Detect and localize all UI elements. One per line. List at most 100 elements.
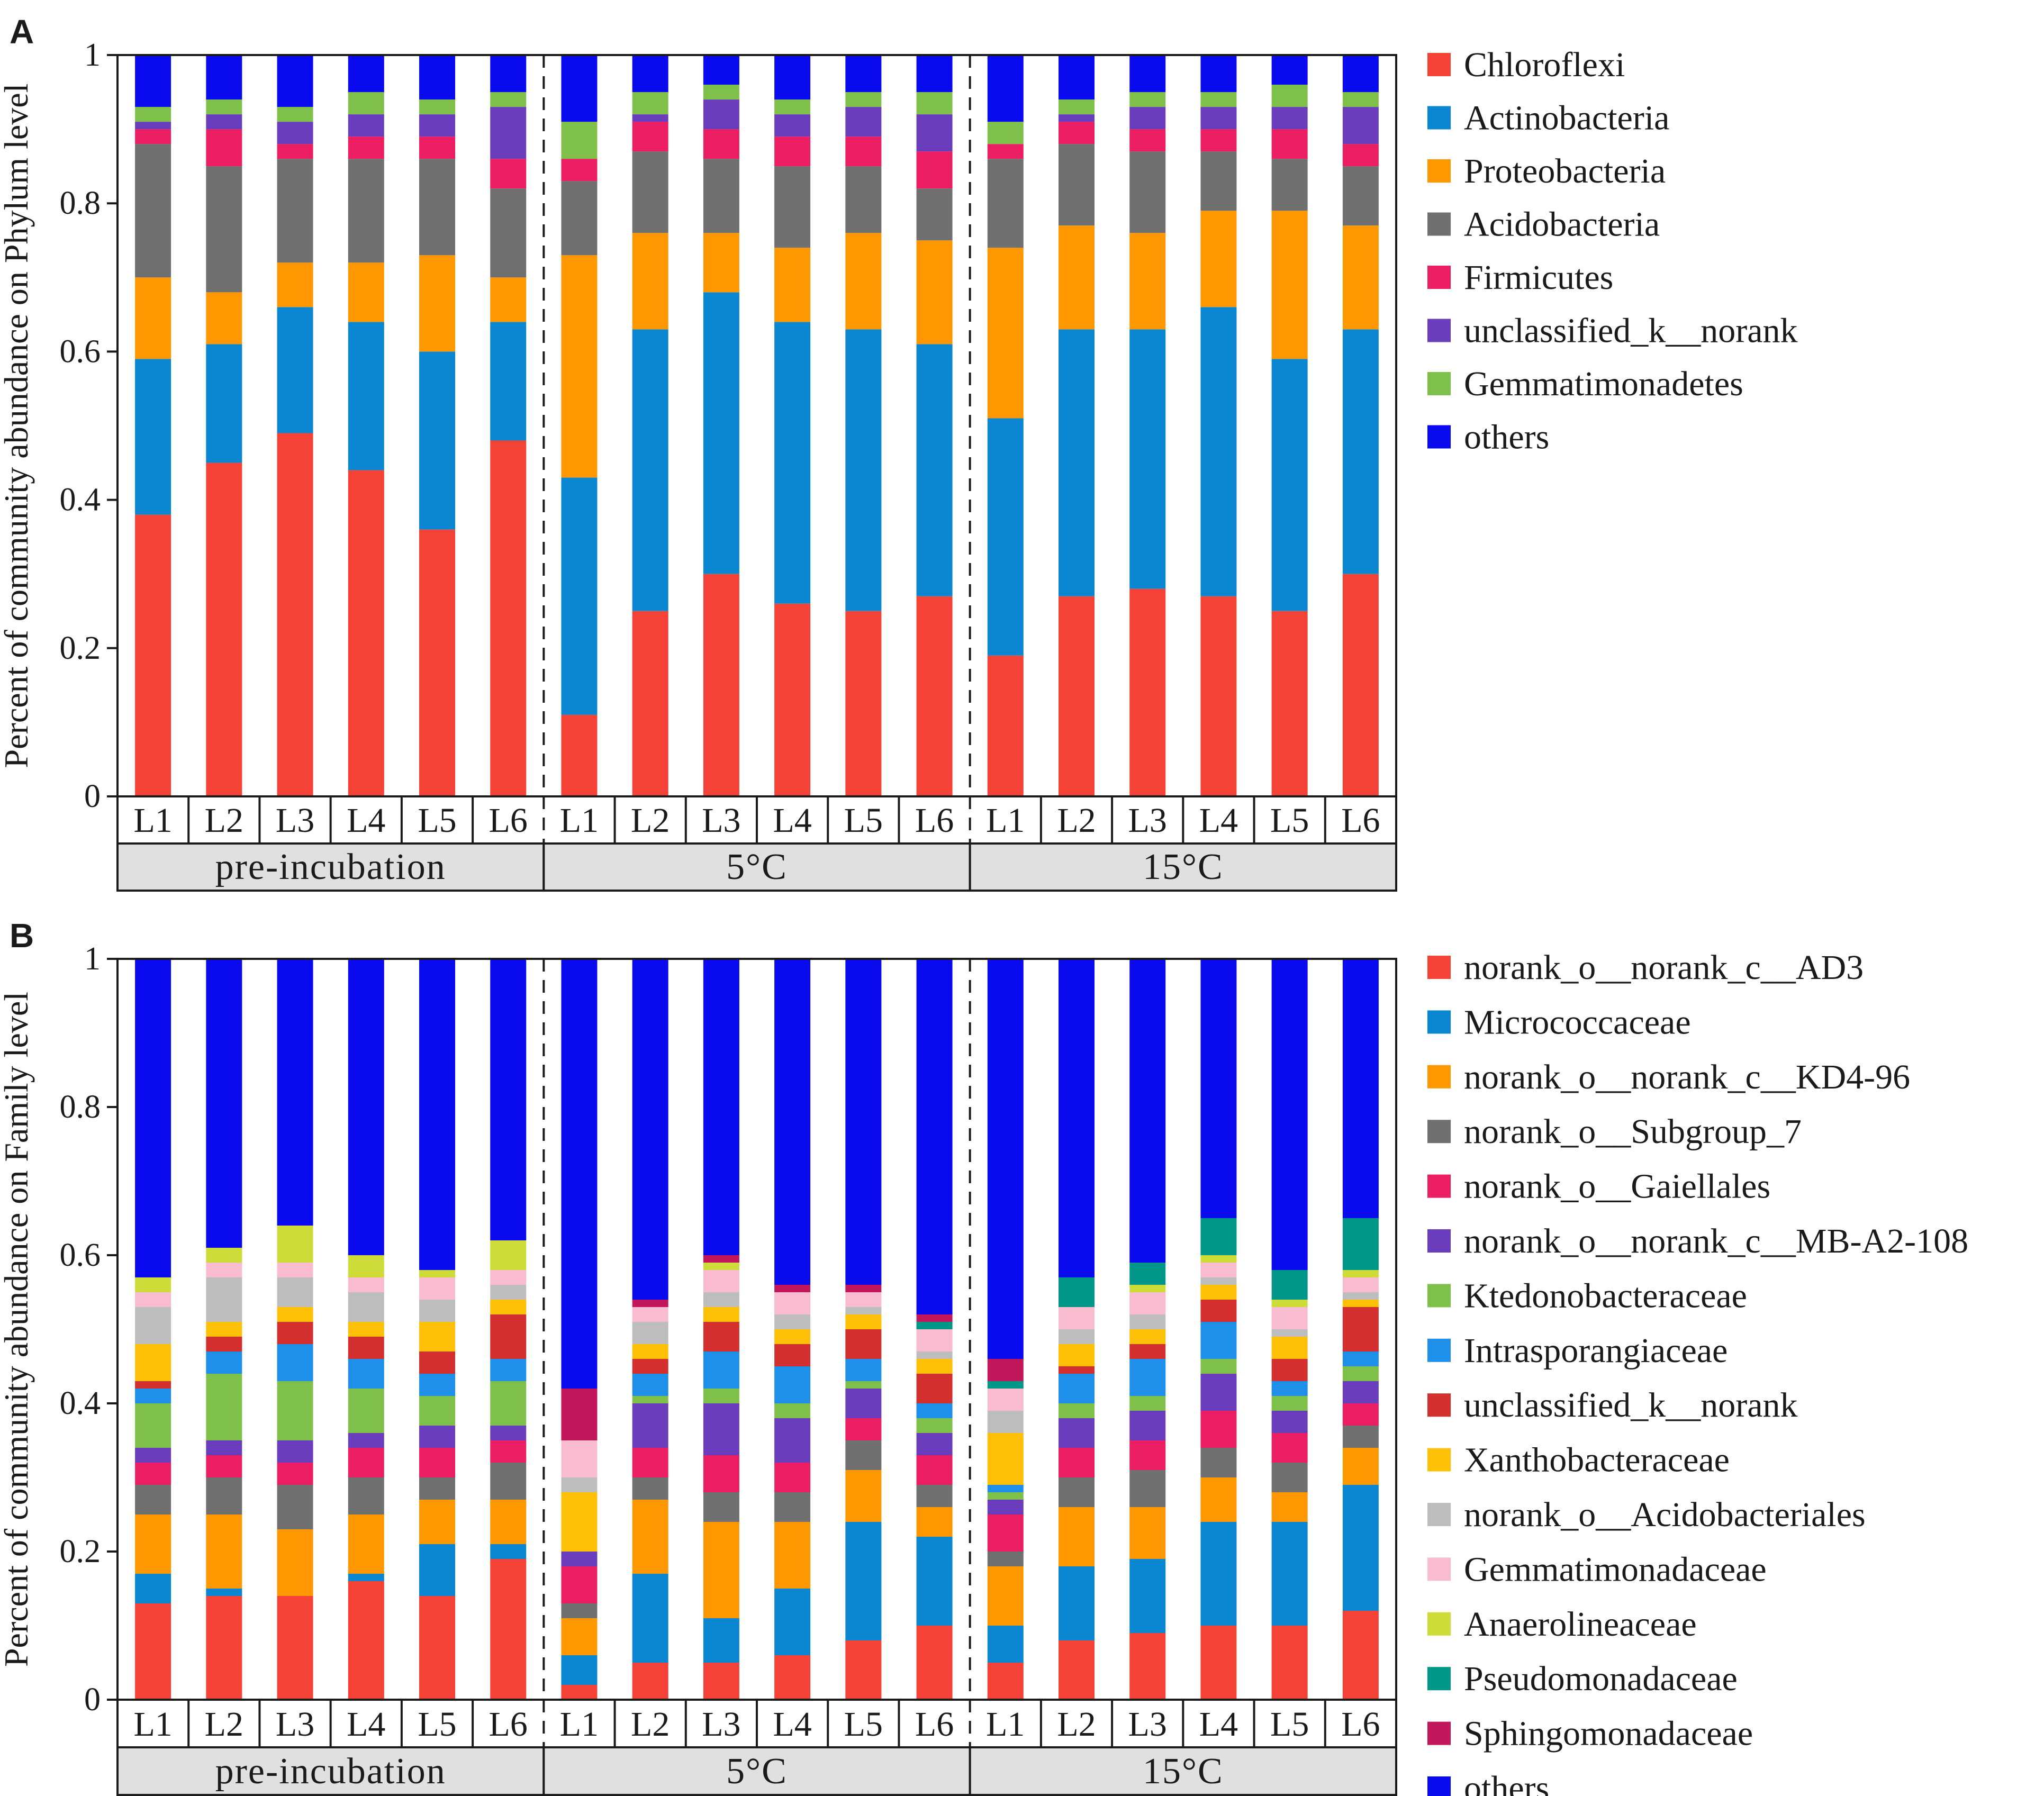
bar-segment bbox=[774, 1418, 811, 1463]
bar-segment bbox=[1059, 959, 1095, 1277]
legend-swatch bbox=[1427, 1065, 1451, 1089]
bar-segment bbox=[1200, 1522, 1237, 1626]
category-label: L3 bbox=[702, 801, 740, 840]
bar-segment bbox=[1271, 1381, 1308, 1396]
bar-segment bbox=[348, 470, 384, 796]
bar-segment bbox=[348, 262, 384, 322]
bar-segment bbox=[206, 1277, 242, 1322]
category-label: L6 bbox=[1341, 801, 1380, 840]
bar-segment bbox=[987, 959, 1024, 1359]
bar-segment bbox=[916, 151, 953, 189]
bar-segment bbox=[135, 1307, 171, 1344]
category-label: L2 bbox=[631, 1705, 670, 1744]
bar-segment bbox=[916, 1322, 953, 1329]
bar-segment bbox=[277, 1529, 313, 1596]
bar-segment bbox=[135, 107, 171, 122]
bar-segment bbox=[1271, 1411, 1308, 1433]
bar-segment bbox=[703, 1351, 739, 1389]
x-axis-groups: pre-incubation 5°C 15°C bbox=[116, 842, 1397, 892]
y-tick-label: 1 bbox=[84, 37, 101, 73]
category-label: L4 bbox=[347, 801, 385, 840]
bar-segment bbox=[206, 1351, 242, 1374]
bar-segment bbox=[1059, 1277, 1095, 1307]
bar-segment bbox=[135, 1344, 171, 1381]
bar-segment bbox=[987, 1663, 1024, 1700]
bar-segment bbox=[561, 714, 598, 796]
x-axis-categories: L1 L2 L3 L4 L5 L6 L1 L2 L3 L4 L5 L6 L1 L2 L3 L4 L5 L6 bbox=[116, 796, 1397, 845]
bar-segment bbox=[1059, 1374, 1095, 1403]
legend-swatch bbox=[1427, 1612, 1451, 1636]
legend-swatch bbox=[1427, 1229, 1451, 1253]
bar-segment bbox=[703, 292, 739, 574]
bar-segment bbox=[206, 166, 242, 293]
bar-segment bbox=[277, 1307, 313, 1322]
bar-segment bbox=[206, 99, 242, 115]
bar-segment bbox=[1129, 1263, 1166, 1285]
bar-segment bbox=[277, 1485, 313, 1529]
bar-segment bbox=[1059, 1366, 1095, 1374]
legend-label: Sphingomonadaceae bbox=[1464, 1715, 1753, 1753]
bar-segment bbox=[1200, 1218, 1237, 1255]
bar-segment bbox=[1271, 107, 1308, 130]
bar-segment bbox=[1129, 151, 1166, 233]
bar-segment bbox=[1342, 1403, 1379, 1426]
bar-segment bbox=[561, 159, 598, 182]
bar-segment bbox=[1059, 1507, 1095, 1566]
bar-segment bbox=[987, 248, 1024, 419]
bar-segment bbox=[277, 1440, 313, 1463]
bar-segment bbox=[774, 603, 811, 796]
bar-segment bbox=[703, 159, 739, 233]
bar-segment bbox=[916, 1418, 953, 1433]
bar-segment bbox=[419, 255, 455, 352]
bar-segment bbox=[1059, 55, 1095, 100]
legend-label: norank_o__Gaiellales bbox=[1464, 1167, 1770, 1206]
bar-segment bbox=[490, 1240, 527, 1270]
bar-segment bbox=[774, 1292, 811, 1314]
bar-segment bbox=[987, 1514, 1024, 1552]
group-label: 15°C bbox=[1143, 847, 1224, 887]
category-label: L3 bbox=[276, 1705, 314, 1744]
bar-segment bbox=[774, 166, 811, 248]
bar-segment bbox=[916, 1485, 953, 1507]
bar-segment bbox=[916, 344, 953, 596]
bar-segment bbox=[916, 1455, 953, 1485]
bar-segment bbox=[135, 514, 171, 796]
bar-segment bbox=[490, 1463, 527, 1500]
y-axis: 0 0.2 0.4 0.6 0.8 1 bbox=[60, 37, 117, 814]
bar-segment bbox=[1342, 92, 1379, 107]
bar-segment bbox=[348, 1448, 384, 1477]
bar-segment bbox=[1200, 1448, 1237, 1477]
legend-label: norank_o__Subgroup_7 bbox=[1464, 1112, 1802, 1151]
category-label: L1 bbox=[133, 1705, 172, 1744]
bar-segment bbox=[277, 1344, 313, 1381]
x-axis-categories: L1 L2 L3 L4 L5 L6 L1 L2 L3 L4 L5 L6 L1 L2 L3 L4 L5 L6 bbox=[116, 1700, 1397, 1748]
bar-segment bbox=[277, 55, 313, 107]
bar-segment bbox=[419, 1396, 455, 1426]
bar-segment bbox=[774, 1522, 811, 1589]
bar-segment bbox=[561, 1492, 598, 1552]
category-label: L3 bbox=[1128, 801, 1167, 840]
bar-segment bbox=[206, 344, 242, 463]
legend-swatch bbox=[1427, 1120, 1451, 1144]
bar-segment bbox=[774, 1314, 811, 1329]
bar-segment bbox=[845, 233, 882, 330]
bar-segment bbox=[1271, 959, 1308, 1270]
bar-segment bbox=[987, 1492, 1024, 1500]
bar-segment bbox=[1059, 1418, 1095, 1448]
bar-segment bbox=[632, 1663, 668, 1700]
bar-segment bbox=[845, 1307, 882, 1314]
bar-segment bbox=[916, 1359, 953, 1374]
legend-swatch bbox=[1427, 1721, 1451, 1745]
bar-segment bbox=[419, 351, 455, 530]
legend-label: others bbox=[1464, 418, 1549, 457]
bar-segment bbox=[419, 1596, 455, 1700]
bar-segment bbox=[348, 92, 384, 115]
bar-segment bbox=[1271, 1396, 1308, 1411]
bar-segment bbox=[490, 1500, 527, 1544]
group-label: pre-incubation bbox=[215, 1751, 446, 1792]
bar-segment bbox=[916, 596, 953, 796]
category-label: L5 bbox=[1270, 801, 1309, 840]
category-label: L5 bbox=[418, 801, 456, 840]
bar-segment bbox=[490, 92, 527, 107]
